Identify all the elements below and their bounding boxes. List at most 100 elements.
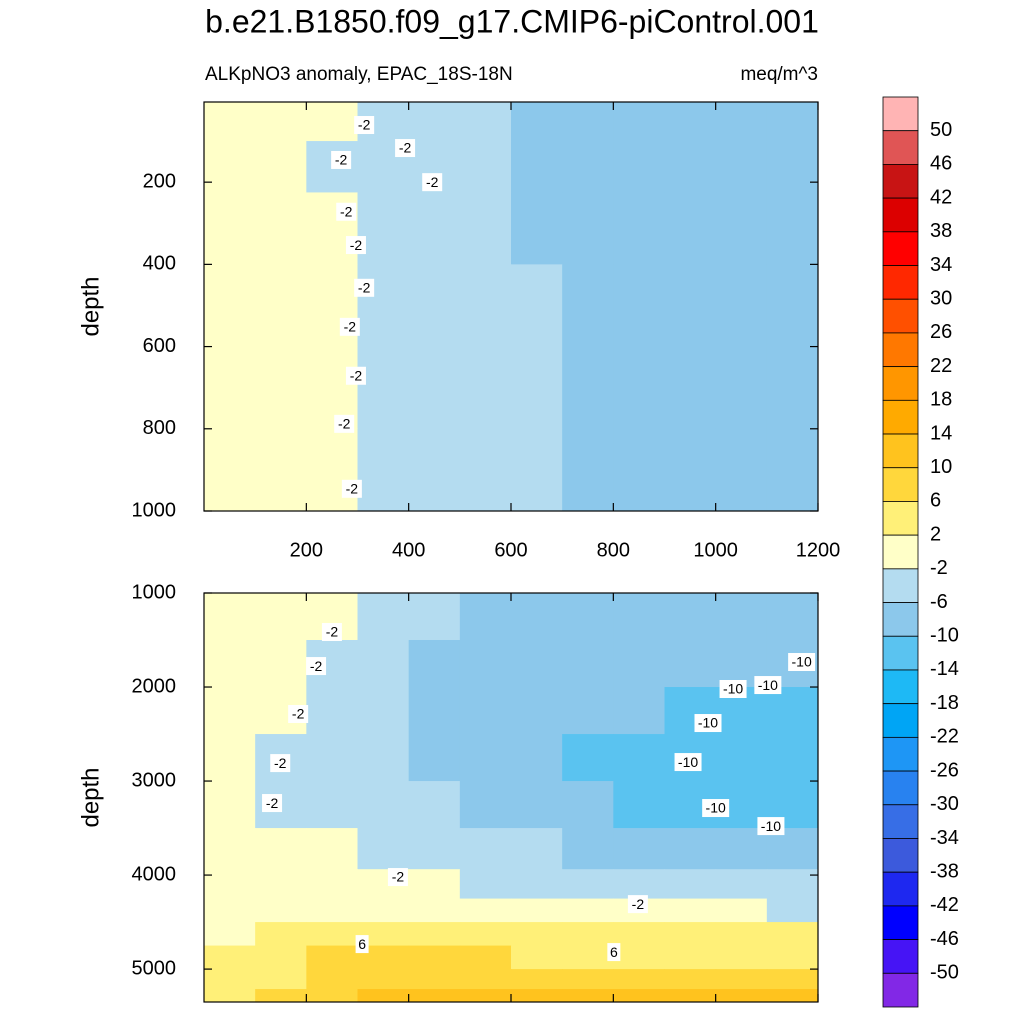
contour-cell (204, 781, 256, 829)
colorbar-box (882, 501, 919, 536)
contour-cell (357, 734, 410, 782)
contour-cell (613, 640, 665, 688)
contour-label-bg (757, 817, 785, 836)
contour-cell (459, 989, 512, 1003)
contour-label: -2 (266, 795, 279, 811)
contour-label-bg (702, 799, 730, 818)
contour-cell (408, 969, 461, 990)
colorbar-label: 10 (930, 456, 952, 478)
contour-cell (562, 898, 614, 923)
contour-cell (511, 734, 563, 782)
contour-cell (766, 869, 819, 900)
contour-cell (766, 102, 819, 142)
contour-cell (459, 869, 512, 900)
contour-cell (664, 102, 717, 142)
colorbar-box (882, 332, 919, 368)
contour-cell (613, 346, 665, 430)
contour-cell (408, 102, 461, 142)
contour-label: -10 (698, 715, 718, 731)
contour-cell (459, 945, 512, 970)
contour-cell (562, 141, 614, 193)
contour-cell (408, 898, 461, 923)
contour-label: -10 (758, 677, 778, 693)
contour-label: -2 (632, 896, 645, 912)
contour-cell (715, 734, 768, 782)
contour-cell (459, 969, 512, 990)
colorbar-box (882, 534, 919, 570)
contour-cell (408, 593, 461, 641)
contour-cell (715, 989, 768, 1003)
colorbar-label: 14 (930, 422, 952, 444)
contour-cell (357, 828, 410, 870)
contour-cell (408, 687, 461, 735)
contour-cell (715, 102, 768, 142)
contour-cell (511, 945, 563, 970)
contour-cell (306, 734, 358, 782)
contour-label: -10 (792, 654, 812, 670)
contour-cell (562, 945, 614, 970)
contour-cell (459, 687, 512, 735)
contour-label: -2 (338, 416, 351, 432)
colorbar-box (882, 736, 919, 772)
contour-cell (255, 102, 307, 142)
contour-cell (459, 141, 512, 193)
contour-cell (255, 869, 307, 900)
contour-cell (357, 428, 410, 512)
contour-label-bg (395, 139, 416, 158)
contour-label-bg (694, 714, 722, 733)
contour-cell (204, 969, 256, 990)
contour-cell (511, 264, 563, 348)
contour-cell (613, 989, 665, 1003)
colorbar-label: -6 (930, 591, 948, 613)
contour-cell (613, 141, 665, 193)
contour-cell (664, 593, 717, 641)
field (204, 102, 819, 512)
contour-label-bg (674, 753, 702, 772)
colorbar-label: -38 (930, 860, 959, 882)
contour-cell (408, 828, 461, 870)
contour-cell (511, 828, 563, 870)
contour-cell (613, 687, 665, 735)
contour-cell (766, 428, 819, 512)
contour-cell (562, 922, 614, 947)
colorbar-label: -30 (930, 793, 959, 815)
contour-cell (204, 869, 256, 900)
contour-cell (562, 687, 614, 735)
contour-cell (715, 969, 768, 990)
contour-cell (306, 969, 358, 990)
contour-cell (255, 346, 307, 430)
contour-cell (613, 734, 665, 782)
contour-cell (766, 593, 819, 641)
contour-cell (357, 264, 410, 348)
colorbar-box (882, 939, 919, 974)
contour-cell (562, 346, 614, 430)
contour-label-bg (627, 895, 648, 914)
contour-cell (511, 141, 563, 193)
colorbar-label: 22 (930, 355, 952, 377)
contour-label: -10 (678, 754, 698, 770)
contour-cell (204, 141, 256, 193)
contour-cell (357, 346, 410, 430)
contour-cell (664, 828, 717, 870)
colorbar-box (882, 96, 919, 132)
contour-label: -2 (335, 152, 348, 168)
contour-cell (613, 945, 665, 970)
colorbar-box (882, 366, 919, 401)
contour-cell (204, 734, 256, 782)
colorbar-label: -50 (930, 962, 959, 984)
contour-label-bg (270, 754, 291, 773)
contour-label: -2 (358, 117, 371, 133)
contour-cell (204, 828, 256, 870)
contour-cell (204, 640, 256, 688)
contour-cell (255, 141, 307, 193)
contour-cell (715, 593, 768, 641)
contour-cell (408, 734, 461, 782)
contour-cell (766, 989, 819, 1003)
contour-cell (613, 593, 665, 641)
contour-cell (204, 192, 256, 265)
contour-cell (562, 593, 614, 641)
colorbar-label: -14 (930, 658, 959, 680)
contour-cell (511, 593, 563, 641)
colorbar-box (882, 635, 919, 671)
